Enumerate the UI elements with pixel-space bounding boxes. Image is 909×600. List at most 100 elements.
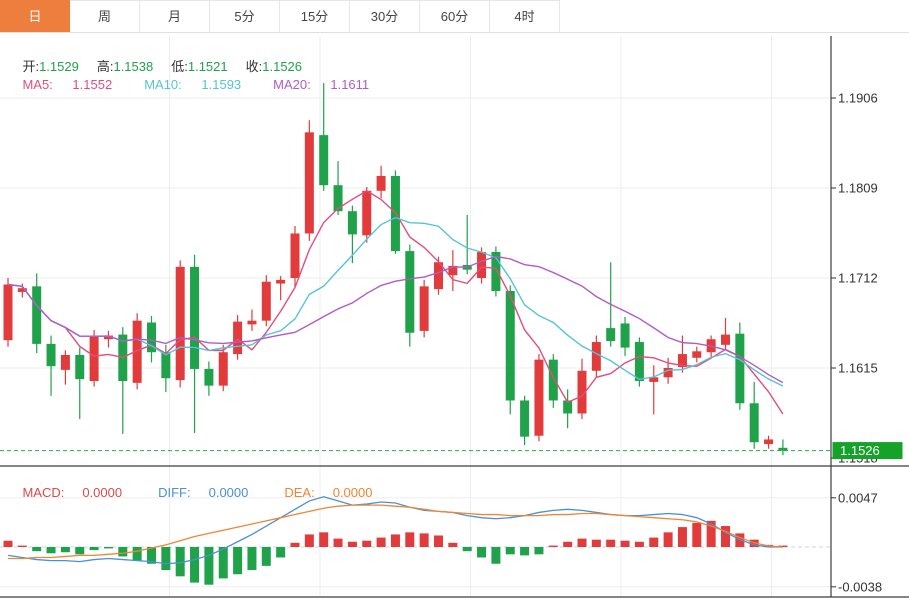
candle-up [233,321,243,355]
close-value: 1.1526 [262,59,303,74]
price-axis-label: 1.1615 [838,361,878,376]
candle-up [218,352,228,386]
macd-hist-bar [60,547,70,553]
tab-30min[interactable]: 30分 [350,0,420,32]
candle-up [376,175,386,191]
macd-hist-bar [175,547,185,577]
macd-hist-bar [32,547,42,552]
candle-up [534,359,544,436]
macd-hist-bar [276,547,286,558]
macd-hist-bar [190,547,200,583]
macd-hist-bar [75,547,85,555]
candle-up [663,368,673,378]
candle-up [17,288,27,292]
timeframe-tab-bar: 日 周 月 5分 15分 30分 60分 4时 [0,0,909,33]
macd-hist-bar [620,540,630,547]
high-label: 高: [96,59,114,74]
tab-day[interactable]: 日 [0,0,70,32]
ohlc-readout: 开:1.1529 高:1.1538 低:1.1521 收:1.1526 [8,41,320,90]
macd-hist-bar [204,547,214,585]
candle-down [319,135,329,186]
candle-down [161,352,171,379]
macd-hist-bar [333,538,343,547]
candle-up [103,335,113,340]
candle-up [276,279,286,284]
macd-readout: MACD: 0.0000 [22,485,123,500]
tab-4hour[interactable]: 4时 [490,0,560,32]
macd-hist-bar [17,545,27,547]
ma5-line [7,189,784,415]
macd-hist-bar [390,534,400,547]
macd-hist-bar [677,527,687,547]
candle-down [749,403,759,443]
candle-up [577,370,587,414]
candle-down [333,185,343,212]
macd-axis-label: -0.0038 [838,579,882,594]
candle-down [778,447,788,451]
macd-hist-bar [448,542,458,547]
macd-hist-bar [649,537,659,547]
macd-hist-bar [3,540,13,547]
ma-legend: MA5: 1.1552 MA10: 1.1593 MA20: 1.1611 [8,62,401,107]
macd-hist-bar [290,542,300,547]
dea-readout: DEA: 0.0000 [284,485,373,500]
macd-hist-bar [778,545,788,547]
tab-month[interactable]: 月 [140,0,210,32]
macd-hist-bar [161,547,171,571]
macd-hist-bar [505,547,515,555]
dea-line [8,504,783,560]
candle-down [190,266,200,369]
candle-up [764,439,774,445]
macd-hist-bar [692,522,702,547]
candle-down [204,368,214,386]
macd-hist-bar [520,547,530,556]
macd-hist-bar [118,547,128,557]
candle-up [721,334,730,345]
price-badge [832,442,903,460]
macd-hist-bar [606,539,616,547]
candle-up [477,252,487,278]
macd-hist-bar [419,533,429,547]
candle-up [89,336,99,381]
macd-hist-bar [46,547,56,554]
macd-hist-bar [534,547,544,555]
candle-up [649,377,659,382]
macd-hist-bar [218,547,228,579]
ma5-readout: MA5: 1.1552 [22,77,113,92]
price-axis-label: 1.1809 [838,181,878,196]
macd-hist-bar [491,547,501,564]
ma20-line [7,255,784,384]
candle-up [247,320,257,325]
macd-hist-bar [347,541,357,547]
candle-down [347,211,357,235]
tab-60min[interactable]: 60分 [420,0,490,32]
tab-week[interactable]: 周 [70,0,140,32]
macd-hist-bar [477,547,487,558]
candle-down [505,290,515,401]
candle-up [692,351,702,358]
macd-hist-bar [462,547,472,552]
candle-down [606,328,616,342]
macd-hist-bar [376,537,386,547]
candle-down [46,343,56,367]
macd-hist-bar [577,538,587,547]
candle-up [261,281,271,321]
macd-hist-bar [405,532,415,547]
candle-down [520,400,530,437]
tab-15min[interactable]: 15分 [280,0,350,32]
low-label: 低: [171,59,188,74]
candle-down [405,251,415,333]
candle-up [591,342,601,371]
ma10-readout: MA10: 1.1593 [144,77,242,92]
diff-readout: DIFF: 0.0000 [158,485,249,500]
macd-hist-bar [132,547,142,561]
candle-up [304,132,314,234]
tab-5min[interactable]: 5分 [210,0,280,32]
candle-down [634,342,644,381]
candle-up [3,284,13,341]
candle-down [563,400,573,414]
candle-up [677,354,687,368]
price-axis-label: 1.1906 [838,91,878,106]
macd-hist-bar [319,532,329,547]
